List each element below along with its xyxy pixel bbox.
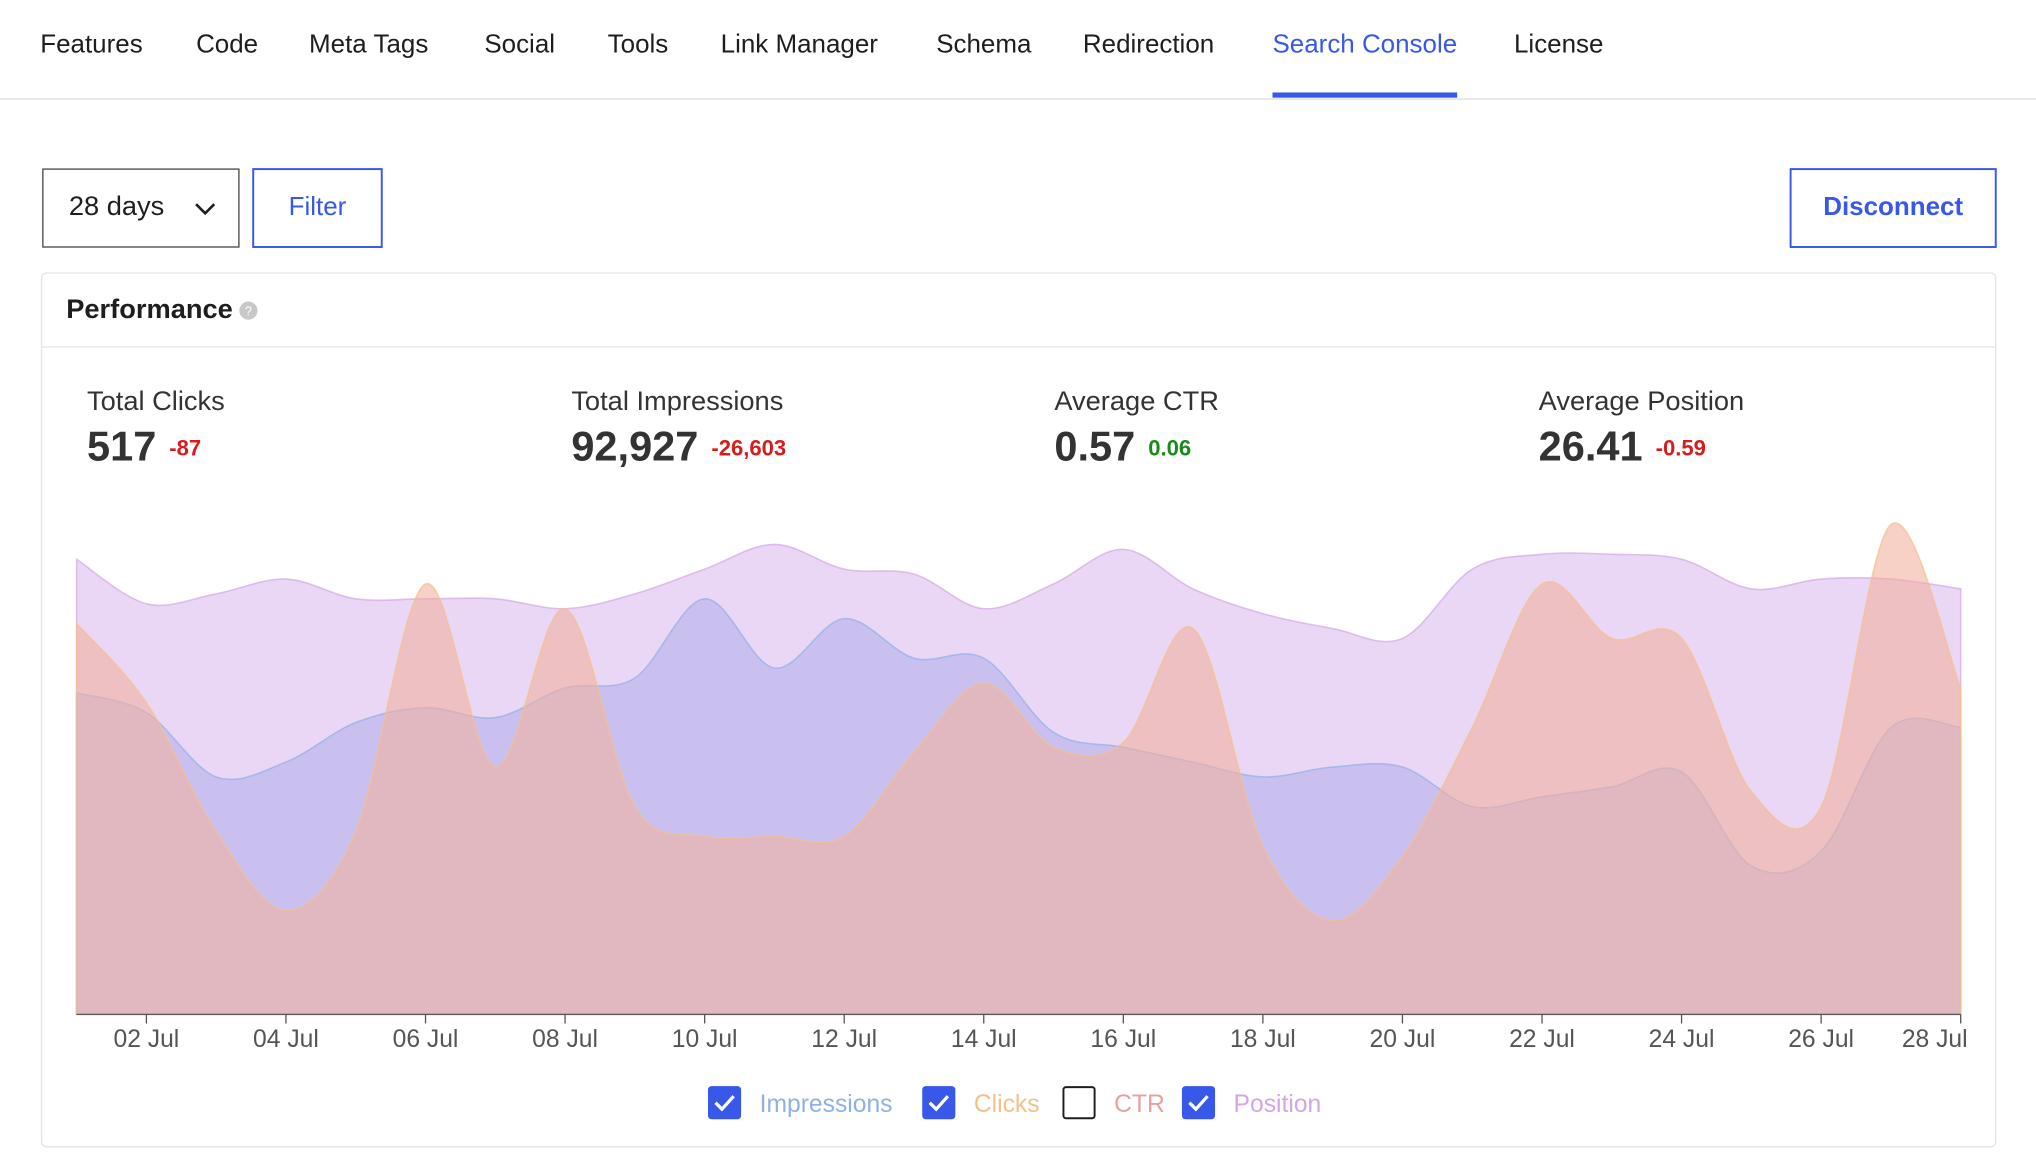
legend-checkbox[interactable]	[707, 1086, 742, 1120]
stat-label: Average CTR	[1054, 385, 1219, 416]
x-tick-label: 12 Jul	[811, 1026, 877, 1053]
x-tick-label: 02 Jul	[113, 1026, 179, 1053]
stat-value: 26.41	[1539, 423, 1643, 470]
x-tick-label: 22 Jul	[1509, 1026, 1575, 1053]
stat-label: Total Clicks	[87, 385, 225, 416]
nav-tab[interactable]: Redirection	[1083, 29, 1214, 59]
stat-label: Average Position	[1539, 385, 1745, 416]
legend-checkbox[interactable]	[1181, 1086, 1216, 1120]
filter-label: Filter	[289, 191, 347, 221]
help-icon[interactable]: ?	[239, 301, 258, 320]
stat-value: 92,927	[571, 423, 698, 470]
nav-tab[interactable]: Link Manager	[721, 29, 879, 59]
disconnect-button[interactable]	[1789, 168, 1997, 248]
nav-tab[interactable]: License	[1514, 29, 1603, 59]
legend-checkbox[interactable]	[1062, 1086, 1096, 1120]
check-mark	[1188, 1095, 1209, 1112]
check-mark	[928, 1095, 950, 1112]
legend-label[interactable]: CTR	[1114, 1091, 1165, 1118]
series-area	[75, 522, 1962, 1016]
active-underline	[1272, 92, 1458, 98]
svg-text:?: ?	[245, 303, 252, 318]
nav-tab[interactable]: Code	[196, 29, 258, 59]
card-title: Performance	[66, 293, 233, 324]
range-select[interactable]	[42, 168, 240, 248]
x-tick-label: 24 Jul	[1649, 1026, 1715, 1053]
nav-tab[interactable]: Social	[484, 29, 555, 59]
legend-label[interactable]: Clicks	[974, 1091, 1040, 1118]
x-tick-label: 04 Jul	[253, 1026, 319, 1053]
stat-change: 0.06	[1148, 435, 1191, 460]
legend-checkbox[interactable]	[922, 1086, 956, 1120]
filter-button[interactable]	[252, 168, 383, 248]
stat-label: Total Impressions	[571, 385, 783, 416]
x-tick-label: 28 Jul	[1902, 1026, 1968, 1053]
x-tick-label: 20 Jul	[1370, 1026, 1436, 1053]
nav-tab[interactable]: Schema	[936, 29, 1032, 59]
x-tick-label: 14 Jul	[951, 1026, 1017, 1053]
nav-tab[interactable]: Meta Tags	[309, 29, 428, 59]
nav-tab[interactable]: Search Console	[1272, 29, 1457, 59]
nav-tab[interactable]: Tools	[608, 29, 669, 59]
legend-label[interactable]: Impressions	[760, 1091, 893, 1118]
chevron	[195, 203, 216, 216]
x-tick-label: 08 Jul	[532, 1026, 598, 1053]
stat-value: 0.57	[1054, 423, 1135, 470]
stat-value: 517	[87, 423, 156, 470]
stat-change: -87	[169, 435, 201, 460]
stat-change: -26,603	[711, 435, 786, 460]
x-tick-label: 18 Jul	[1230, 1026, 1296, 1053]
x-tick-label: 06 Jul	[393, 1026, 459, 1053]
stat-change: -0.59	[1656, 435, 1706, 460]
x-tick-label: 26 Jul	[1788, 1026, 1854, 1053]
legend-label[interactable]: Position	[1234, 1091, 1322, 1118]
range-label: 28 days	[69, 190, 164, 221]
x-tick-label: 16 Jul	[1090, 1026, 1156, 1053]
disconnect-label: Disconnect	[1823, 191, 1963, 221]
check-mark	[714, 1095, 735, 1112]
x-tick-label: 10 Jul	[672, 1026, 738, 1053]
nav-tab[interactable]: Features	[40, 29, 142, 59]
